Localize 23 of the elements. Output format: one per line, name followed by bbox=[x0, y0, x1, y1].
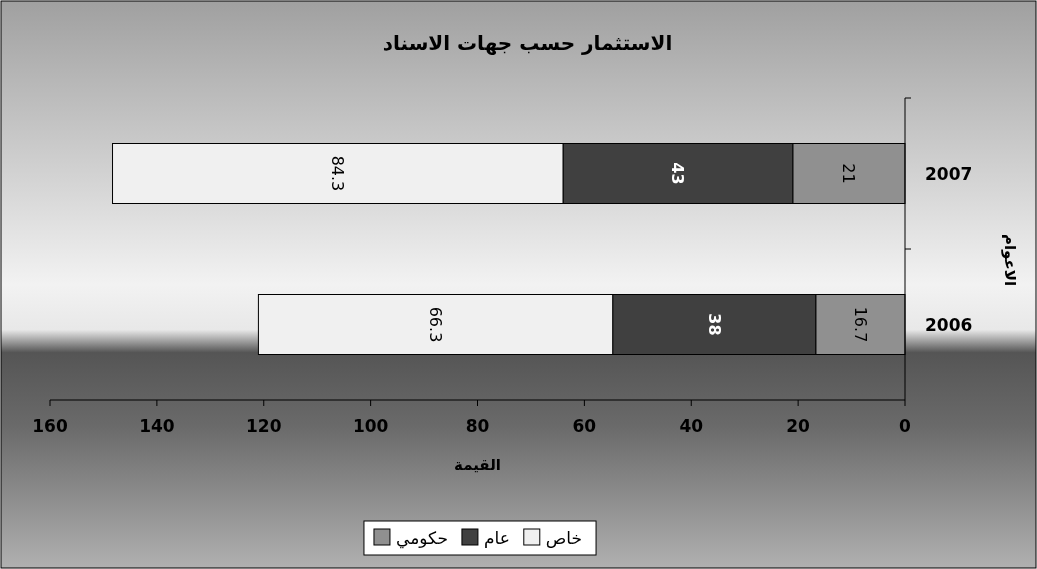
data-label: 16.7 bbox=[850, 306, 870, 343]
data-label: 43 bbox=[668, 162, 688, 185]
legend-label: عام bbox=[483, 528, 510, 548]
x-tick-label: 140 bbox=[139, 416, 175, 436]
x-tick-label: 20 bbox=[786, 416, 811, 436]
data-label: 84.3 bbox=[328, 155, 348, 192]
x-tick-label: 120 bbox=[246, 416, 282, 436]
y-tick-label: 2006 bbox=[925, 314, 973, 335]
y-axis-title: الاعوام bbox=[1001, 233, 1019, 287]
x-tick-label: 60 bbox=[572, 416, 597, 436]
x-tick-label: 0 bbox=[899, 416, 912, 436]
data-label: 66.3 bbox=[426, 306, 446, 343]
x-tick-label: 160 bbox=[32, 416, 68, 436]
y-tick-label: 2007 bbox=[925, 163, 973, 184]
data-label: 21 bbox=[839, 163, 859, 184]
chart-title: الاستثمار حسب جهات الاسناد bbox=[382, 31, 673, 55]
x-tick-label: 80 bbox=[465, 416, 490, 436]
legend-label: حكومي bbox=[395, 528, 448, 549]
legend-label: خاص bbox=[545, 528, 583, 548]
x-axis-title: القيمة bbox=[454, 456, 501, 474]
x-tick-label: 100 bbox=[352, 416, 389, 436]
data-label: 38 bbox=[704, 313, 724, 336]
x-tick-label: 40 bbox=[679, 416, 704, 436]
